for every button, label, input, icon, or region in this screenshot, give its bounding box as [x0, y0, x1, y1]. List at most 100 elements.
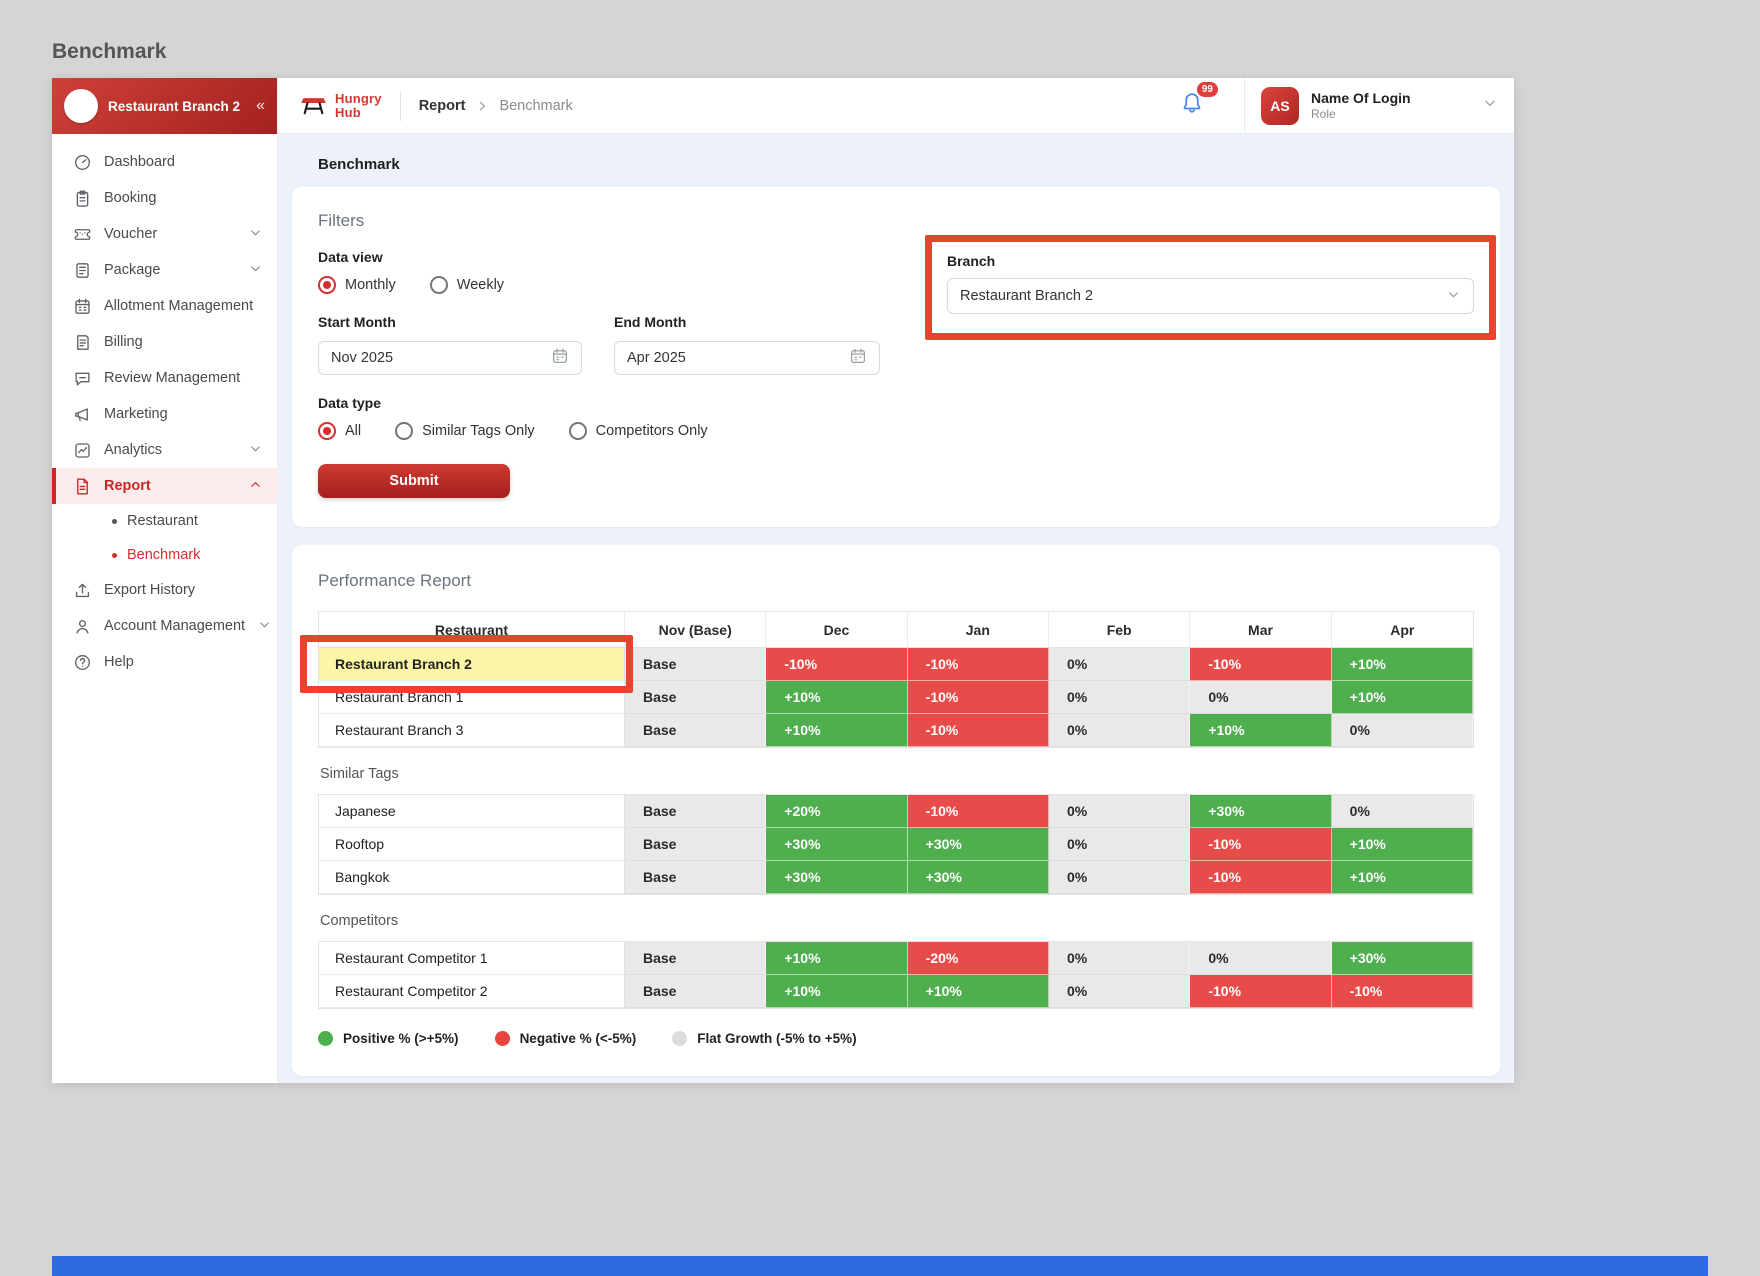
start-month-field: Start Month Nov 2025: [318, 314, 582, 375]
sidebar-item-review-management[interactable]: Review Management: [52, 360, 277, 396]
chevron-down-icon: [248, 261, 263, 280]
value-cell: Base: [625, 681, 767, 714]
value-cell: -10%: [907, 714, 1049, 747]
value-cell: 0%: [1331, 795, 1473, 828]
value-cell: Base: [625, 714, 767, 747]
voucher-icon: [72, 224, 92, 244]
notification-badge: 99: [1196, 82, 1218, 97]
column-header-nov-base: Nov (Base): [625, 612, 767, 648]
main-area: Hungry Hub Report Benchmark 99: [278, 77, 1514, 1083]
sidebar-branch-switcher[interactable]: Restaurant Branch 2 «: [52, 78, 277, 134]
sidebar-item-label: Billing: [104, 334, 143, 350]
account-icon: [72, 616, 92, 636]
sidebar-item-analytics[interactable]: Analytics: [52, 432, 277, 468]
value-cell: +30%: [907, 828, 1049, 861]
sidebar-nav: Dashboard Booking Voucher Package Allotment …: [52, 134, 277, 690]
artboard-title: Benchmark: [52, 40, 167, 63]
sidebar-subitem-label: Restaurant: [127, 513, 198, 529]
column-header-dec: Dec: [766, 612, 908, 648]
sidebar-item-package[interactable]: Package: [52, 252, 277, 288]
start-month-label: Start Month: [318, 314, 396, 330]
allotment-icon: [72, 296, 92, 316]
bullet-icon: [112, 552, 117, 558]
help-icon: [72, 652, 92, 672]
breadcrumb-separator-icon: [475, 99, 489, 113]
value-cell: 0%: [1331, 714, 1473, 747]
report-title: Performance Report: [318, 571, 472, 590]
value-cell: +30%: [1331, 942, 1473, 975]
page-title: Benchmark: [318, 156, 400, 173]
benchmark-table: Restaurant Nov (Base) Dec Jan Feb Mar Apr Resta…: [300, 611, 1474, 1009]
data-type-option-similar-tags-only[interactable]: Similar Tags Only: [395, 422, 535, 440]
branch-select[interactable]: Restaurant Branch 2: [947, 278, 1474, 314]
sidebar-item-report[interactable]: Report: [52, 468, 277, 504]
submit-button[interactable]: Submit: [318, 464, 510, 498]
user-menu[interactable]: AS Name Of Login Role: [1244, 77, 1514, 134]
data-view-option-monthly[interactable]: Monthly: [318, 276, 396, 294]
sidebar-item-account-management[interactable]: Account Management: [52, 608, 277, 644]
sidebar-item-booking[interactable]: Booking: [52, 180, 277, 216]
sidebar-item-voucher[interactable]: Voucher: [52, 216, 277, 252]
legend-dot-icon: [318, 1031, 333, 1046]
value-cell: +10%: [1331, 861, 1473, 894]
sidebar-item-label: Account Management: [104, 618, 246, 634]
radio-unselected-icon: [568, 422, 587, 440]
radio-unselected-icon: [395, 422, 414, 440]
end-month-label: End Month: [614, 314, 687, 330]
user-role: Role: [1311, 107, 1336, 121]
sidebar-item-marketing[interactable]: Marketing: [52, 396, 277, 432]
data-type-option-all[interactable]: All: [318, 422, 361, 440]
hungryhub-logo[interactable]: Hungry Hub: [300, 90, 382, 122]
legend-label: Negative % (<-5%): [519, 1031, 637, 1046]
data-type-option-competitors-only[interactable]: Competitors Only: [568, 422, 708, 440]
column-header-restaurant: Restaurant: [319, 612, 625, 648]
column-header-apr: Apr: [1331, 612, 1473, 648]
sidebar-subitem-benchmark[interactable]: Benchmark: [52, 538, 277, 572]
sidebar-item-label: Help: [104, 654, 134, 670]
dashboard-icon: [72, 152, 92, 172]
branch-avatar: [64, 89, 98, 123]
value-cell: 0%: [1048, 861, 1191, 894]
hungryhub-logo-icon: [300, 90, 327, 122]
sidebar-item-billing[interactable]: Billing: [52, 324, 277, 360]
value-cell: +10%: [1190, 714, 1332, 747]
value-cell: +30%: [766, 861, 908, 894]
table-group: Japanese Base +20% -10% 0% +30% 0% Rooftop Base +…: [318, 794, 1474, 895]
sidebar-item-allotment-management[interactable]: Allotment Management: [52, 288, 277, 324]
breadcrumb-benchmark: Benchmark: [499, 97, 573, 114]
legend-item-flat: Flat Growth (-5% to +5%): [672, 1031, 857, 1046]
sidebar-item-export-history[interactable]: Export History: [52, 572, 277, 608]
review-icon: [72, 368, 92, 388]
sidebar-item-label: Report: [104, 478, 151, 494]
value-cell: Base: [625, 828, 767, 861]
sidebar-item-dashboard[interactable]: Dashboard: [52, 144, 277, 180]
sidebar-subitem-restaurant[interactable]: Restaurant: [52, 504, 277, 538]
topbar: Hungry Hub Report Benchmark 99: [278, 77, 1514, 134]
sidebar-collapse-icon[interactable]: «: [256, 97, 265, 114]
next-artboard-strip: [52, 1256, 1708, 1276]
start-month-input[interactable]: Nov 2025: [318, 341, 582, 375]
notifications-button[interactable]: 99: [1180, 82, 1218, 120]
data-view-option-weekly[interactable]: Weekly: [429, 276, 504, 294]
value-cell: -10%: [1190, 975, 1332, 1008]
value-cell: +10%: [766, 975, 908, 1008]
data-view-options: Monthly Weekly: [318, 276, 1474, 294]
chevron-down-icon: [257, 617, 272, 636]
end-month-input[interactable]: Apr 2025: [614, 341, 880, 375]
value-cell: -10%: [907, 681, 1049, 714]
radio-selected-icon: [318, 276, 336, 294]
breadcrumb-report[interactable]: Report: [418, 97, 466, 114]
value-cell: +20%: [766, 795, 908, 828]
value-cell: -10%: [1190, 828, 1332, 861]
restaurant-name-cell: Rooftop: [319, 828, 625, 861]
value-cell: 0%: [1048, 795, 1191, 828]
sidebar-item-label: Dashboard: [104, 154, 175, 170]
sidebar-item-help[interactable]: Help: [52, 644, 277, 680]
legend-label: Positive % (>+5%): [343, 1031, 459, 1046]
restaurant-name-cell: Restaurant Branch 3: [319, 714, 625, 747]
section-label-similar-tags: Similar Tags: [320, 766, 399, 782]
legend-label: Flat Growth (-5% to +5%): [697, 1031, 857, 1046]
value-cell: -20%: [907, 942, 1049, 975]
value-cell: 0%: [1048, 942, 1191, 975]
